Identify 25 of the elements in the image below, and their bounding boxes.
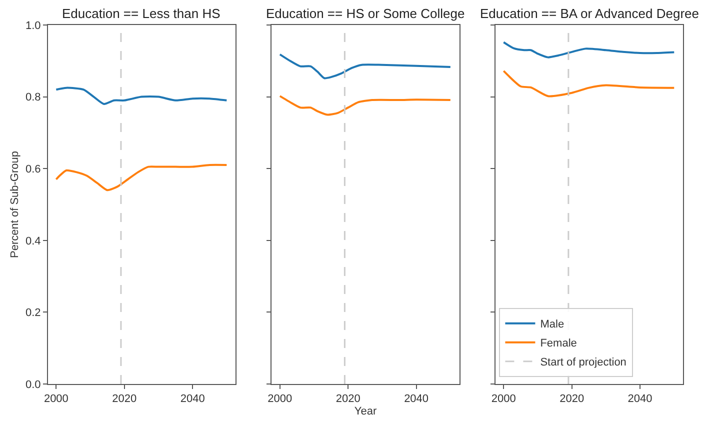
x-tick-label: 2040 xyxy=(180,393,205,406)
y-axis-title: Percent of Sub-Group xyxy=(9,150,22,258)
chart-title: Education == BA or Advanced Degree xyxy=(480,6,699,21)
ref-line-label: Start of projection xyxy=(540,356,626,369)
x-tick-label: 2000 xyxy=(491,393,516,406)
y-tick-label: 0.2 xyxy=(26,307,41,320)
legend-label: Female xyxy=(540,338,577,350)
x-tick-label: 2040 xyxy=(628,393,652,406)
y-tick-label: 0.4 xyxy=(26,235,41,248)
x-tick-label: 2020 xyxy=(336,393,360,406)
line-series xyxy=(55,164,228,192)
y-tick-label: 0.6 xyxy=(26,163,41,176)
y-tick-label: 1.0 xyxy=(26,20,41,32)
x-tick-label: 2020 xyxy=(112,393,137,406)
chart-title: Education == Less than HS xyxy=(62,6,221,21)
y-tick-label: 0.8 xyxy=(26,92,41,104)
x-axis-title: Year xyxy=(354,405,377,418)
x-tick-label: 2040 xyxy=(404,393,429,406)
legend-label: Male xyxy=(540,318,564,331)
x-tick-label: 2000 xyxy=(268,393,292,406)
line-series xyxy=(55,86,228,105)
chart-title: Education == HS or Some College xyxy=(266,6,465,21)
y-tick-label: 0.0 xyxy=(26,378,41,391)
x-tick-label: 2020 xyxy=(560,393,584,406)
x-tick-label: 2000 xyxy=(44,393,68,406)
